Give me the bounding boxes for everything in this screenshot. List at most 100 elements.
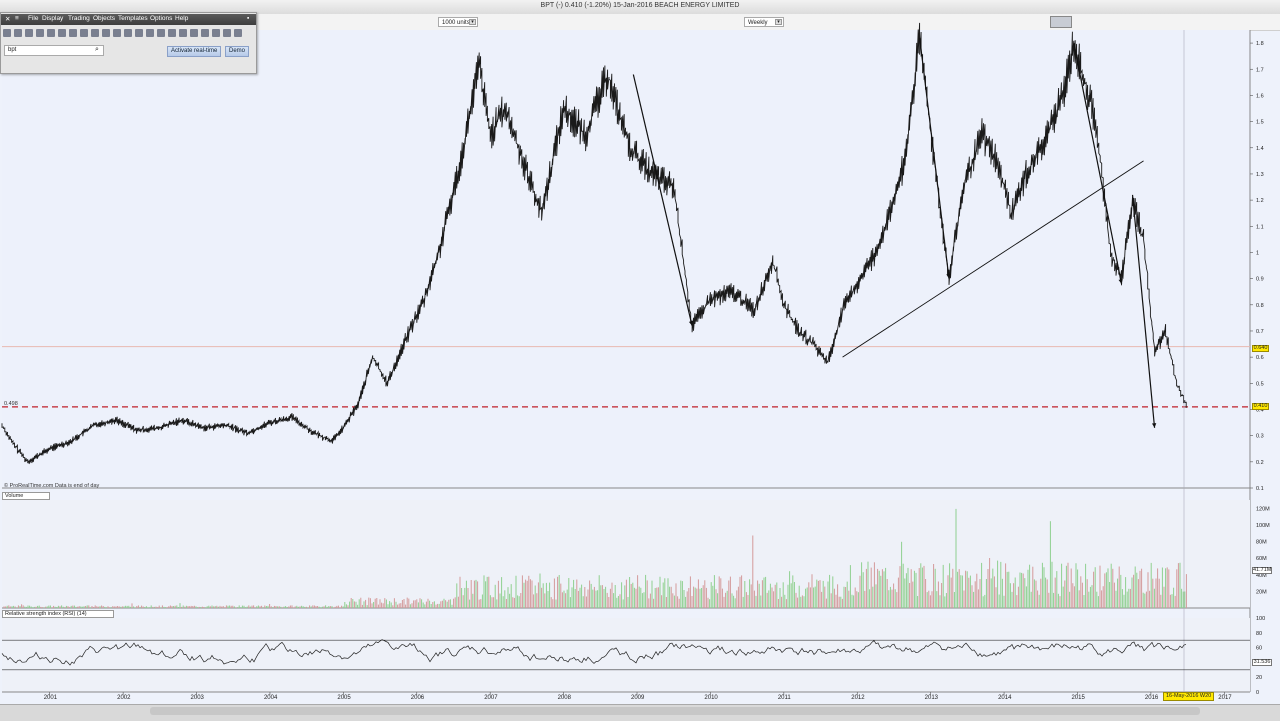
drawing-tool-icon[interactable] [190,29,198,37]
price-tick-label: 1.7 [1256,67,1264,73]
hline-price-tag: 0.640 [1252,345,1269,352]
drawing-tool-icon[interactable] [25,29,33,37]
drawing-tool-icon[interactable] [234,29,242,37]
price-tick-label: 1 [1256,250,1259,256]
x-tick-label: 2004 [264,695,278,701]
rsi-tick-label: 60 [1256,646,1262,652]
menu-help[interactable]: Help [175,15,189,22]
price-pane-background [2,30,1250,488]
drawing-tool-icon[interactable] [91,29,99,37]
x-tick-label: 2003 [191,695,205,701]
search-value: bpt [8,47,17,53]
rsi-pane-header[interactable]: Relative strength index (RSI) (14) [2,610,114,618]
x-tick-label: 2010 [704,695,718,701]
period-combo[interactable]: Weekly ▾ [744,17,784,27]
volume-last-tag: 41.71M [1252,567,1272,574]
drawing-tool-icon[interactable] [80,29,88,37]
drawn-arrow [1131,194,1156,428]
drawing-tool-icon[interactable] [3,29,11,37]
price-tick-label: 0.6 [1256,355,1264,361]
search-icon[interactable]: ⌕ [95,46,99,53]
price-tick-label: 1.8 [1256,41,1264,47]
drawing-tool-icon[interactable] [124,29,132,37]
pin-icon[interactable]: ▪ [247,15,250,22]
drawing-tool-icon[interactable] [157,29,165,37]
drawing-tool-icon[interactable] [223,29,231,37]
rsi-tick-label: 100 [1256,616,1265,622]
search-input[interactable]: bpt [4,45,104,56]
price-tick-label: 0.8 [1256,303,1264,309]
x-tick-label: 2015 [1071,695,1085,701]
drawing-tool-icon[interactable] [168,29,176,37]
drawing-tool-icon[interactable] [146,29,154,37]
drawing-toolbar [3,28,255,39]
menu-options[interactable]: Options [150,15,173,22]
price-tick-label: 1.1 [1256,224,1264,230]
menu-file[interactable]: File [28,15,39,22]
price-series-line [1,22,1187,465]
menu-display[interactable]: Display [42,15,64,22]
menu-trading[interactable]: Trading [68,15,90,22]
volume-title: Volume [5,493,24,499]
price-tick-label: 0.9 [1256,277,1264,283]
drawn-arrow [632,74,693,326]
drawing-tool-icon[interactable] [36,29,44,37]
cursor-date-tag: 16-May-2016 W20 [1163,692,1215,701]
drawing-tool-icon[interactable] [14,29,22,37]
chevron-down-icon[interactable]: ▾ [469,19,476,25]
x-tick-label: 2005 [337,695,351,701]
units-combo[interactable]: 1000 units ▾ [438,17,478,27]
price-tick-label: 1.3 [1256,172,1264,178]
price-tick-label: 0.7 [1256,329,1264,335]
menu-objects[interactable]: Objects [93,15,116,22]
x-tick-label: 2011 [778,695,792,701]
activate-realtime-button[interactable]: Activate real-time [167,46,222,57]
price-tick-label: 1.2 [1256,198,1264,204]
volume-tick-label: 40M [1256,573,1267,579]
price-tick-label: 0.1 [1256,486,1264,492]
copyright-note: © ProRealTime.com Data is end of day [4,483,100,489]
drawing-tool-icon[interactable] [113,29,121,37]
price-tick-label: 0.4 [1256,407,1264,413]
volume-tick-label: 20M [1256,589,1267,595]
price-tick-label: 1.6 [1256,93,1264,99]
drawing-tool-icon[interactable] [212,29,220,37]
demo-button[interactable]: Demo [225,46,250,57]
x-tick-label: 2002 [117,695,131,701]
arrowhead [1118,279,1123,284]
window-title: BPT (-) 0.410 (-1.20%) 15-Jan-2016 BEACH… [540,2,740,9]
rsi-tick-label: 80 [1256,631,1262,637]
volume-tick-label: 120M [1256,506,1270,512]
close-icon[interactable]: ✕ [5,16,11,23]
horizontal-scrollbar[interactable] [150,707,1200,715]
app-menu-icon[interactable]: ≡ [15,15,19,22]
drawing-tool-icon[interactable] [179,29,187,37]
x-tick-label: 2017 [1218,695,1232,701]
drawing-tool-icon[interactable] [69,29,77,37]
volume-tick-label: 100M [1256,523,1270,529]
drawing-tool-icon[interactable] [58,29,66,37]
drawing-tool-icon[interactable] [47,29,55,37]
menu-bar: ✕ ≡ File Display Trading Objects Templat… [1,14,256,25]
x-tick-label: 2006 [411,695,425,701]
demo-label: Demo [229,48,246,54]
x-tick-label: 2007 [484,695,498,701]
x-tick-label: 2016 [1145,695,1159,701]
volume-pane-header[interactable]: Volume [2,492,50,500]
arrowhead [688,320,694,326]
x-tick-label: 2012 [851,695,865,701]
chart-type-icon[interactable] [1050,16,1072,28]
drawing-tool-icon[interactable] [102,29,110,37]
volume-tick-label: 60M [1256,556,1267,562]
tool-panel: ✕ ≡ File Display Trading Objects Templat… [0,12,257,74]
dashed-level-label: 0.498 [4,401,18,407]
arrowhead [1151,423,1157,428]
menu-templates[interactable]: Templates [118,15,148,22]
drawing-tool-icon[interactable] [201,29,209,37]
chevron-down-icon[interactable]: ▾ [775,19,782,25]
drawing-tool-icon[interactable] [135,29,143,37]
x-tick-label: 2008 [558,695,572,701]
volume-tick-label: 80M [1256,540,1267,546]
activate-realtime-label: Activate real-time [171,48,218,54]
